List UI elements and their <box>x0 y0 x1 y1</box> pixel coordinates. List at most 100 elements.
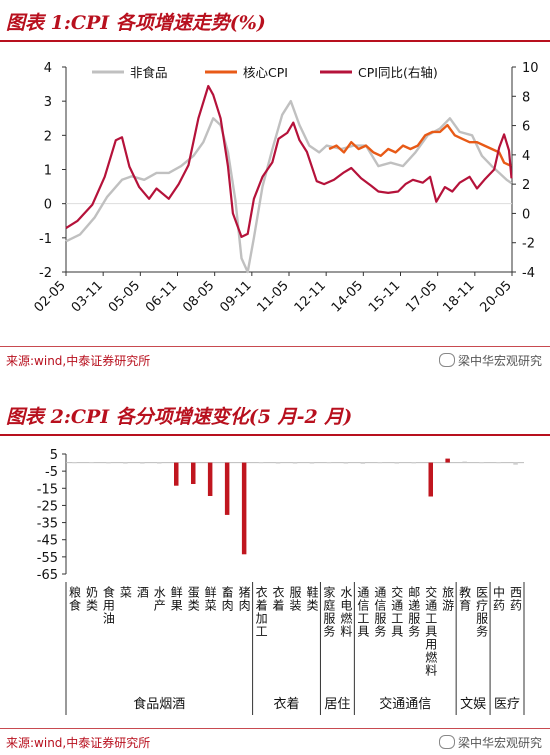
figure2-bar-14 <box>292 462 298 464</box>
figure2-bar-4 <box>123 462 128 464</box>
figure2-groups: 食品烟酒 衣着 居住 交通通信 文娱 医疗 <box>65 582 525 715</box>
figure1-right-tick-label: 10 <box>522 61 539 76</box>
figure2-category-label-14: 服装 <box>288 586 302 612</box>
figure1-source-rule <box>0 346 550 347</box>
figure1-x-tick-label: 06-11 <box>143 278 180 315</box>
figure2-bar-21 <box>411 462 416 464</box>
figure2-bar-11 <box>241 462 247 555</box>
figure2-bar-19 <box>377 462 383 464</box>
figure1-legend-label-2: 核心CPI <box>243 65 288 80</box>
figure2-title: 图表 2:CPI 各分项增速变化(5 月-2 月) <box>6 406 353 428</box>
figure2-category-label-13: 衣着 <box>271 585 285 612</box>
figure2-category-label-1: 粮食 <box>67 585 81 612</box>
figure2-bar-23 <box>445 458 450 463</box>
figure2-y-tick-label: -35 <box>37 517 58 532</box>
figure2-category-label-7: 鲜果 <box>169 586 183 612</box>
figure1-left-tick-label: 4 <box>44 61 52 76</box>
figure2-bar-8 <box>191 462 196 484</box>
figure2-category-label-24: 教育 <box>458 585 472 612</box>
figure2-bar-6 <box>157 462 162 464</box>
figure2-bar-1 <box>72 462 77 464</box>
figure2-y-tick-label: -5 <box>45 465 58 480</box>
figure1-right-tick-label: -4 <box>522 266 535 281</box>
figure1-right-tick-label: 6 <box>522 120 530 135</box>
figure2-bar-12 <box>258 462 264 464</box>
figure2-category-label-23: 旅游 <box>441 586 455 612</box>
figure2-y-tick-label: -65 <box>37 568 58 583</box>
figure2-group-label-4: 交通通信 <box>379 696 431 712</box>
figure2-chart: 5 -5 -15 -25 -35 -45 -55 -65 粮食 奶类 食用油菜酒水产 鲜果 蛋类 鲜菜畜… <box>37 448 525 715</box>
figure2-watermark-text: 梁中华宏观研究 <box>457 736 542 750</box>
figure1-legend: 非食品 核心CPI CPI同比(右轴) <box>92 65 438 80</box>
figure1-watermark-text: 梁中华宏观研究 <box>457 354 542 368</box>
figure2-category-label-10: 畜肉 <box>220 585 234 612</box>
figure2-group-label-2: 衣着 <box>274 696 300 712</box>
figure2-category-label-2: 奶类 <box>84 586 98 612</box>
figure1-x-tick-label: 17-05 <box>403 278 440 315</box>
figure2-category-label-27: 西药 <box>509 586 523 612</box>
figure1-x-tick-label: 12-11 <box>292 278 329 315</box>
figure1-x-tick-label: 02-05 <box>32 278 69 315</box>
figure2-group-label-3: 居住 <box>324 697 350 712</box>
figure1-x-tick-label: 05-05 <box>106 278 143 315</box>
figure1-chart: -2 -1 0 1 2 3 4 -4 -2 0 2 4 6 8 10 02-05 03-11 05-05 06-11… <box>32 61 539 316</box>
figure2-category-label-12: 衣着加工 <box>254 585 268 638</box>
figure1-right-tick-label: 0 <box>522 207 530 222</box>
figure2-group-label-1: 食品烟酒 <box>133 696 185 712</box>
figure2-category-label-15: 鞋类 <box>305 585 319 612</box>
figure1-x-tick-label: 08-05 <box>180 278 217 315</box>
figure2-y-tick-label: -15 <box>37 482 58 497</box>
figure2-category-label-20: 交通工具 <box>390 585 404 638</box>
figure1-title-rule <box>0 40 550 42</box>
figure2-bar-5 <box>140 462 145 464</box>
figure2-bar-24 <box>462 461 467 463</box>
figure1-legend-label-1: 非食品 <box>130 65 168 80</box>
figure1-left-tick-label: -1 <box>39 232 52 247</box>
figure2-source: 来源:wind,中泰证券研究所 <box>6 736 151 750</box>
figure2-category-label-17: 水电燃料 <box>339 586 353 638</box>
figure2-category-label-8: 蛋类 <box>186 586 200 612</box>
figure1-right-tick-label: 4 <box>522 149 530 164</box>
figure1-left-tick-label: 1 <box>44 164 52 179</box>
figure2-bar-2 <box>89 462 94 464</box>
figure1-right-tick-label: 2 <box>522 178 530 193</box>
figure1-series-line-1 <box>65 100 513 274</box>
figure2-group-label-5: 文娱 <box>460 697 486 712</box>
wechat-icon <box>438 353 455 367</box>
figure1-x-tick-label: 14-05 <box>329 278 366 315</box>
figure2-category-label-22: 交通工具用燃料 <box>424 585 438 677</box>
figure1-series-line-2 <box>328 123 513 168</box>
figure1-right-tick-label: 8 <box>522 90 530 105</box>
figure1-source: 来源:wind,中泰证券研究所 <box>6 354 151 368</box>
figure1-x-tick-label: 18-11 <box>440 278 477 315</box>
figure1-x-tick-label: 03-11 <box>69 278 106 315</box>
figure2-bar-15 <box>309 462 315 464</box>
figure2-bar-13 <box>275 462 281 464</box>
figure2-bar-10 <box>224 462 230 515</box>
figure2-source-rule <box>0 728 550 729</box>
figure1-series-line-3 <box>65 84 513 238</box>
figure1-left-tick-label: -2 <box>39 266 52 281</box>
figure2-category-label-9: 鲜菜 <box>203 586 217 612</box>
figure1-left-tick-label: 0 <box>44 198 52 213</box>
figure2-bar-25 <box>479 462 484 464</box>
wechat-icon <box>438 735 455 749</box>
figure2-category-label-3: 食用油 <box>101 585 115 625</box>
figure2-bar-9 <box>207 462 213 496</box>
figure1-x-tick-label: 20-05 <box>478 278 515 315</box>
figure2-group-label-6: 医疗 <box>494 697 520 712</box>
figure2-y-tick-label: 5 <box>50 448 58 463</box>
figure1-left-tick-label: 2 <box>44 129 52 144</box>
figure1-x-tick-label: 09-11 <box>217 278 254 315</box>
figure2-category-label-18: 通信工具 <box>356 586 370 638</box>
figure2-title-rule <box>0 434 550 436</box>
figure2-bar-26 <box>496 462 501 464</box>
figure2-y-tick-label: -25 <box>37 499 58 514</box>
figure2-category-label-19: 通信服务 <box>373 586 387 638</box>
figure2-y-tick-label: -55 <box>37 551 58 566</box>
figure2-y-tick-label: -45 <box>37 534 58 549</box>
figure2-bar-3 <box>106 462 111 464</box>
figure1-watermark: 梁中华宏观研究 <box>438 352 542 369</box>
figure2-bar-7 <box>174 462 179 486</box>
figure1-title: 图表 1:CPI 各项增速走势(%) <box>6 12 266 34</box>
